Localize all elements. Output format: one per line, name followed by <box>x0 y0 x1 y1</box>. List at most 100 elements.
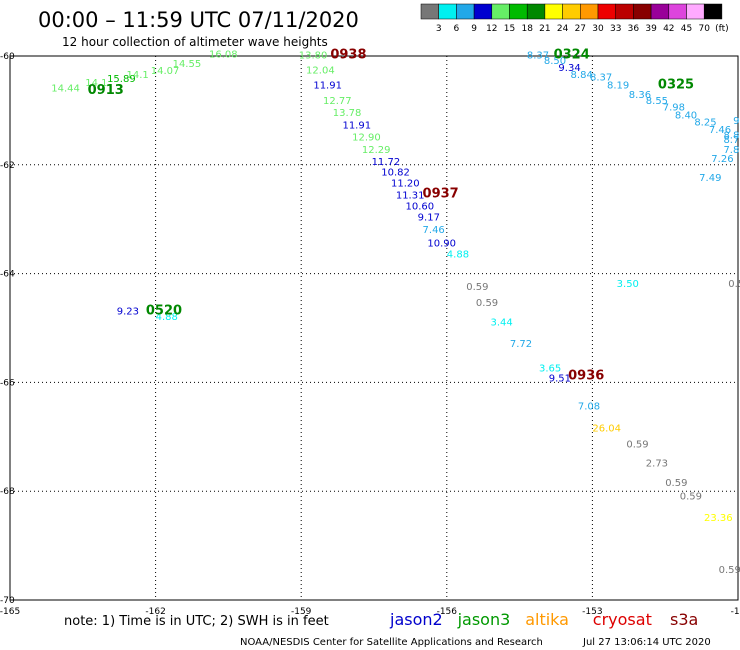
wave-height-label: 0.59 <box>476 298 498 309</box>
longitude-tick-label: -162 <box>145 607 165 617</box>
axis-tick-labels: -165 -162 -159 -156 -153 -15 -60 -62 -64 -66 -68 -7… <box>0 52 740 617</box>
wave-height-label: 7.98 <box>663 102 685 113</box>
wave-height-label: 8.75 <box>723 135 740 146</box>
pass-time-label: 0324 <box>554 48 590 63</box>
wave-height-label: 3.50 <box>617 279 639 290</box>
legend-swatch-label: 24 <box>557 24 569 34</box>
wave-height-label: 3.65 <box>539 364 561 375</box>
map-gridlines <box>10 56 738 600</box>
legend-swatch <box>703 3 723 20</box>
wave-height-label: 4.88 <box>447 249 469 260</box>
legend-swatch <box>456 3 475 20</box>
legend-swatch-label: 36 <box>628 24 640 34</box>
wave-height-label: 11.91 <box>342 120 371 131</box>
legend-swatch <box>473 3 493 20</box>
wave-height-label: 9.17 <box>418 212 440 223</box>
time-labels: 0938 0913 0937 0520 0936 0324 0325 <box>88 48 694 384</box>
legend-swatch <box>615 3 634 20</box>
legend-swatch-label: 18 <box>521 24 533 34</box>
wave-height-label: 10.90 <box>427 238 456 249</box>
satellite-name: s3a <box>670 610 698 629</box>
legend-swatch <box>526 3 546 20</box>
legend-swatch-label: 3 <box>436 24 442 34</box>
wave-height-label: 0.59 <box>466 282 488 293</box>
pass-time-label: 0913 <box>88 83 124 98</box>
wave-height-label: 11.31 <box>396 191 425 202</box>
map-subtitle: 12 hour collection of altimeter wave hei… <box>62 35 328 49</box>
legend-swatch <box>597 3 616 20</box>
legend-swatch <box>509 3 528 20</box>
wave-height-label: 7.08 <box>578 402 600 413</box>
wave-height-label: 11.91 <box>313 81 342 92</box>
legend-swatch <box>668 3 687 20</box>
wave-height-label: 0.59 <box>665 478 687 489</box>
footer-note: note: 1) Time is in UTC; 2) SWH is in fe… <box>64 614 329 629</box>
wave-height-label: 8.37 <box>590 72 612 83</box>
satellite-name: jason3 <box>457 610 511 629</box>
wave-height-label: 9 <box>733 116 739 127</box>
color-scale-legend: 3 6 9 12 15 18 21 24 27 30 33 36 39 42 45 70 (ft) <box>420 3 729 34</box>
legend-swatch-label: 9 <box>471 24 477 34</box>
legend-swatch-label: 33 <box>610 24 621 34</box>
pass-time-label: 0936 <box>568 369 604 384</box>
legend-swatch-label: 27 <box>575 24 586 34</box>
wave-height-label: 8.19 <box>607 81 629 92</box>
legend-swatch-label: (ft) <box>715 24 729 34</box>
wave-height-label: 7.72 <box>510 339 532 350</box>
wave-height-label: 7.49 <box>699 173 721 184</box>
legend-swatch <box>491 3 510 20</box>
wave-height-label: 7.26 <box>711 154 733 165</box>
pass-time-label: 0325 <box>658 78 694 93</box>
pass-time-label: 0937 <box>423 186 459 201</box>
latitude-tick-label: -62 <box>0 161 15 171</box>
wave-height-label: 0.5 <box>728 279 740 290</box>
wave-height-label: 14.44 <box>51 83 80 94</box>
legend-swatch-label: 21 <box>539 24 550 34</box>
wave-height-label: 9.34 <box>558 63 580 74</box>
wave-height-label: 8.82 <box>723 131 740 142</box>
observation-labels: 16.0814.5514.0714.115.8914.114.4413.8012… <box>51 50 740 576</box>
longitude-tick-label: -159 <box>291 607 312 617</box>
longitude-tick-label: -156 <box>437 607 458 617</box>
longitude-tick-label: -153 <box>582 607 602 617</box>
latitude-tick-label: -64 <box>0 270 15 280</box>
latitude-tick-label: -70 <box>0 596 15 606</box>
footer-credit: NOAA/NESDIS Center for Satellite Applica… <box>240 637 543 648</box>
wave-height-label: 8.37 <box>527 51 549 62</box>
wave-height-label: 8.40 <box>675 111 697 122</box>
wave-height-label: 0.59 <box>680 491 702 502</box>
wave-height-label: 13.80 <box>299 51 328 62</box>
wave-height-label: 0.59 <box>719 565 740 576</box>
legend-swatch <box>420 3 439 20</box>
legend-swatch <box>686 3 705 20</box>
wave-height-label: 3.44 <box>490 317 512 328</box>
latitude-tick-label: -68 <box>0 487 15 497</box>
wave-height-label: 8.55 <box>646 96 668 107</box>
wave-height-label: 9.51 <box>549 373 571 384</box>
satellite-name: jason2 <box>389 610 443 629</box>
legend-swatch <box>633 3 652 20</box>
footer-timestamp: Jul 27 13:06:14 UTC 2020 <box>582 637 711 648</box>
wave-height-label: 10.82 <box>381 168 410 179</box>
satellite-name: cryosat <box>593 610 652 629</box>
legend-swatch-label: 30 <box>592 24 604 34</box>
wave-height-label: 14.1 <box>126 70 148 81</box>
wave-height-label: 11.72 <box>372 157 401 168</box>
legend-swatch-label: 12 <box>486 24 497 34</box>
wave-height-label: 12.90 <box>352 132 381 143</box>
wave-height-label: 8.84 <box>571 70 593 81</box>
map-frame <box>9 55 739 601</box>
latitude-tick-label: -60 <box>0 52 15 62</box>
legend-swatch-label: 70 <box>698 24 710 34</box>
wave-height-label: 4.88 <box>156 312 178 323</box>
legend-swatch-label: 6 <box>454 24 460 34</box>
wave-height-label: 7.87 <box>723 145 740 156</box>
wave-height-label: 8.25 <box>694 118 716 129</box>
legend-swatch <box>580 3 599 20</box>
wave-height-label: 8.36 <box>629 90 651 101</box>
wave-height-label: 10.60 <box>406 201 435 212</box>
map-title: 00:00 – 11:59 UTC 07/11/2020 <box>38 8 359 32</box>
legend-swatch <box>544 3 563 20</box>
wave-height-label: 7.46 <box>423 225 445 236</box>
